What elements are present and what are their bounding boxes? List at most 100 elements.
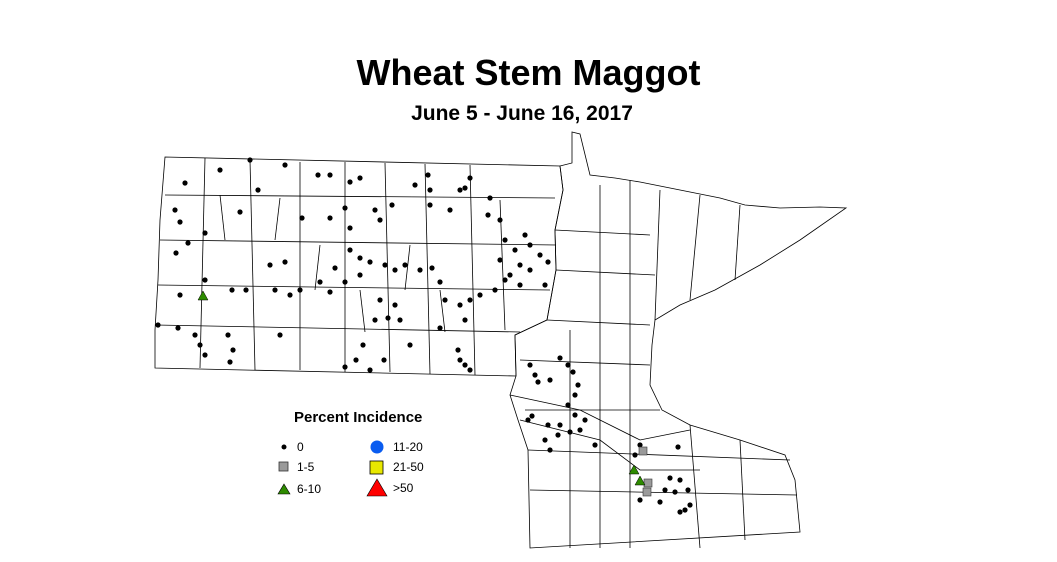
site-marker-0 <box>372 207 378 213</box>
site-marker-0 <box>332 265 338 271</box>
site-marker-0 <box>381 357 387 363</box>
site-marker-0 <box>542 282 548 288</box>
site-marker-0 <box>557 355 563 361</box>
site-marker-0 <box>637 497 643 503</box>
county-boundary <box>159 239 557 246</box>
site-marker-0 <box>392 267 398 273</box>
site-marker-0 <box>467 367 473 373</box>
site-marker-0 <box>412 182 418 188</box>
site-marker-0 <box>547 447 553 453</box>
county-boundary <box>734 204 741 281</box>
site-marker-0 <box>360 342 366 348</box>
legend-label: 1-5 <box>297 460 315 474</box>
site-marker-0 <box>227 359 233 365</box>
site-marker-0 <box>487 195 493 201</box>
site-marker-0 <box>342 279 348 285</box>
site-marker-0 <box>525 417 531 423</box>
county-boundary <box>164 194 556 199</box>
county-boundary <box>509 394 691 441</box>
site-marker-0 <box>282 162 288 168</box>
site-marker-0 <box>565 362 571 368</box>
map-subtitle: June 5 - June 16, 2017 <box>411 102 633 125</box>
site-marker-0 <box>372 317 378 323</box>
site-marker-0 <box>367 259 373 265</box>
site-marker-0 <box>177 219 183 225</box>
site-marker-0 <box>497 217 503 223</box>
site-marker-0 <box>382 262 388 268</box>
site-marker-0 <box>555 432 561 438</box>
site-marker-0 <box>347 225 353 231</box>
site-marker-0 <box>327 172 333 178</box>
site-marker-0 <box>672 489 678 495</box>
site-marker-0 <box>675 444 681 450</box>
county-boundary <box>404 244 411 291</box>
site-marker-0 <box>277 332 283 338</box>
county-boundary <box>689 424 701 549</box>
legend-label: 21-50 <box>393 460 424 474</box>
site-marker-0 <box>657 499 663 505</box>
site-marker-0 <box>282 259 288 265</box>
site-marker-0 <box>492 287 498 293</box>
site-marker-0 <box>197 342 203 348</box>
site-marker-0 <box>402 262 408 268</box>
site-marker-0 <box>182 180 188 186</box>
site-marker-0 <box>407 342 413 348</box>
site-marker-0 <box>202 352 208 358</box>
county-boundary <box>519 359 651 366</box>
site-marker-0 <box>229 287 235 293</box>
site-marker-0 <box>485 212 491 218</box>
site-marker-0 <box>353 357 359 363</box>
site-marker-0 <box>527 267 533 273</box>
site-marker-0 <box>392 302 398 308</box>
county-boundary <box>527 449 791 461</box>
site-marker-0 <box>517 262 523 268</box>
site-marker-0 <box>342 205 348 211</box>
county-boundary <box>314 244 321 291</box>
site-marker-0 <box>462 362 468 368</box>
site-marker-0 <box>682 507 688 513</box>
site-marker-0 <box>202 230 208 236</box>
site-marker-0 <box>437 279 443 285</box>
site-marker-0 <box>267 262 273 268</box>
site-marker-0 <box>667 475 673 481</box>
site-marker-0 <box>385 315 391 321</box>
site-marker-0 <box>517 282 523 288</box>
site-marker-0 <box>577 427 583 433</box>
site-marker-0 <box>462 185 468 191</box>
site-marker-0 <box>357 175 363 181</box>
site-marker-0 <box>532 372 538 378</box>
site-marker-0 <box>202 277 208 283</box>
site-marker-0 <box>529 413 535 419</box>
site-marker-0 <box>575 382 581 388</box>
site-marker-0 <box>467 175 473 181</box>
site-marker-0 <box>457 357 463 363</box>
site-marker-0 <box>437 325 443 331</box>
site-marker-0 <box>377 297 383 303</box>
county-boundary <box>654 189 661 321</box>
site-marker-0 <box>522 232 528 238</box>
site-marker-0 <box>342 364 348 370</box>
county-boundary <box>739 439 746 541</box>
site-marker-0 <box>572 392 578 398</box>
state-outline-minnesota <box>509 131 848 549</box>
site-marker-1-5 <box>638 446 648 456</box>
state-outline-north-dakota <box>154 156 564 377</box>
site-marker-0 <box>397 317 403 323</box>
site-marker-0 <box>327 215 333 221</box>
site-marker-0 <box>442 297 448 303</box>
site-marker-6-10 <box>634 475 646 486</box>
site-marker-0 <box>357 255 363 261</box>
site-marker-0 <box>427 187 433 193</box>
site-marker-0 <box>315 172 321 178</box>
site-marker-0 <box>230 347 236 353</box>
site-marker-0 <box>502 277 508 283</box>
site-marker-0 <box>567 429 573 435</box>
site-marker-0 <box>457 302 463 308</box>
site-marker-0 <box>299 215 305 221</box>
site-marker-0 <box>462 317 468 323</box>
county-boundary <box>554 229 651 236</box>
county-boundary <box>274 197 281 241</box>
county-boundary <box>155 324 521 333</box>
site-marker-0 <box>155 322 161 328</box>
